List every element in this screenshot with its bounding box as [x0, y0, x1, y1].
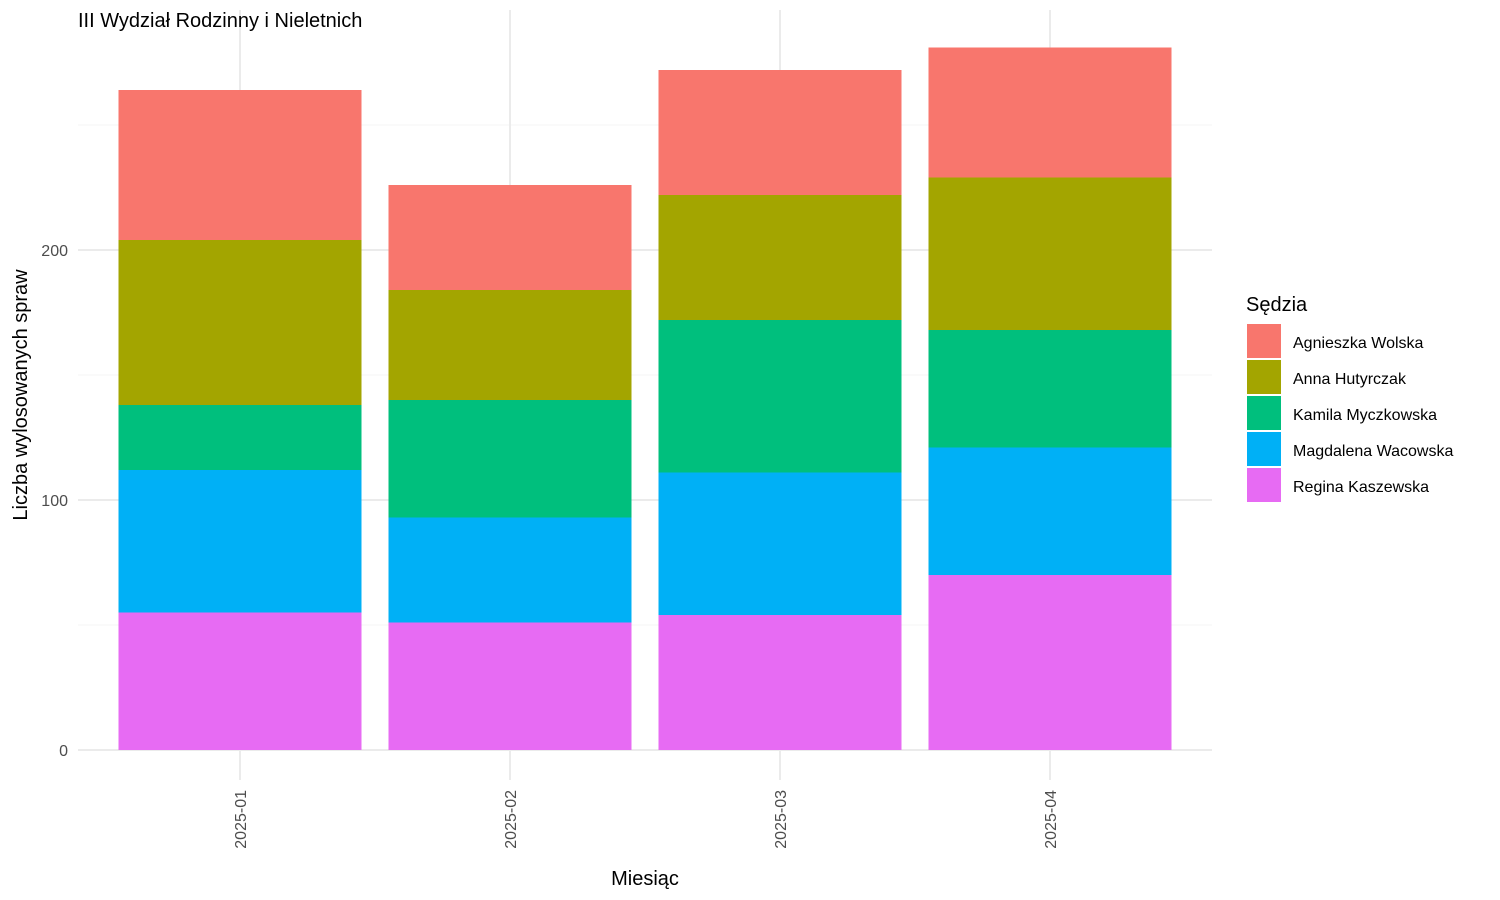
x-axis-ticks: 2025-01 2025-02 2025-03 2025-04	[233, 790, 1060, 849]
bar-segment	[928, 447, 1172, 575]
bar-segment	[658, 472, 902, 615]
bar-segment	[118, 240, 362, 405]
bar-segment	[658, 320, 902, 473]
bar-segment	[928, 177, 1172, 330]
chart-title: III Wydział Rodzinny i Nieletnich	[78, 10, 362, 32]
bar-segment	[388, 290, 632, 400]
legend-swatch	[1247, 432, 1281, 466]
legend-label: Anna Hutyrczak	[1293, 371, 1407, 388]
legend-swatch	[1247, 396, 1281, 430]
bar-segment	[118, 470, 362, 613]
bar-segment	[388, 185, 632, 290]
y-axis-title: Liczba wylosowanych spraw	[10, 269, 32, 521]
x-tick-label: 2025-02	[503, 790, 520, 849]
x-axis-title: Miesiąc	[611, 868, 679, 890]
bars	[118, 47, 1172, 750]
bar-segment	[928, 47, 1172, 178]
bar-segment	[658, 70, 902, 195]
legend-swatch	[1247, 468, 1281, 502]
legend-items: Agnieszka Wolska Anna Hutyrczak Kamila Myc…	[1247, 324, 1453, 502]
y-axis-ticks: 0 100 200	[41, 243, 68, 760]
legend-label: Agnieszka Wolska	[1293, 335, 1424, 352]
legend: Sędzia Agnieszka Wolska Anna Hutyrczak Kam…	[1246, 294, 1453, 502]
legend-label: Magdalena Wacowska	[1293, 443, 1453, 460]
bar-segment	[118, 612, 362, 750]
bar-segment	[118, 405, 362, 470]
bar-segment	[118, 90, 362, 240]
bar-segment	[388, 517, 632, 623]
bar-segment	[658, 615, 902, 750]
bar-segment	[388, 400, 632, 518]
bar-segment	[928, 575, 1172, 750]
legend-swatch	[1247, 324, 1281, 358]
legend-label: Kamila Myczkowska	[1293, 407, 1437, 424]
legend-label: Regina Kaszewska	[1293, 479, 1429, 496]
bar-segment	[928, 330, 1172, 448]
y-tick-label: 0	[59, 743, 68, 760]
bar-segment	[658, 195, 902, 320]
legend-swatch	[1247, 360, 1281, 394]
y-tick-label: 100	[41, 493, 68, 510]
x-tick-label: 2025-04	[1043, 790, 1060, 849]
y-tick-label: 200	[41, 243, 68, 260]
legend-title: Sędzia	[1246, 294, 1308, 316]
x-tick-label: 2025-03	[773, 790, 790, 849]
bar-segment	[388, 622, 632, 750]
x-tick-label: 2025-01	[233, 790, 250, 849]
